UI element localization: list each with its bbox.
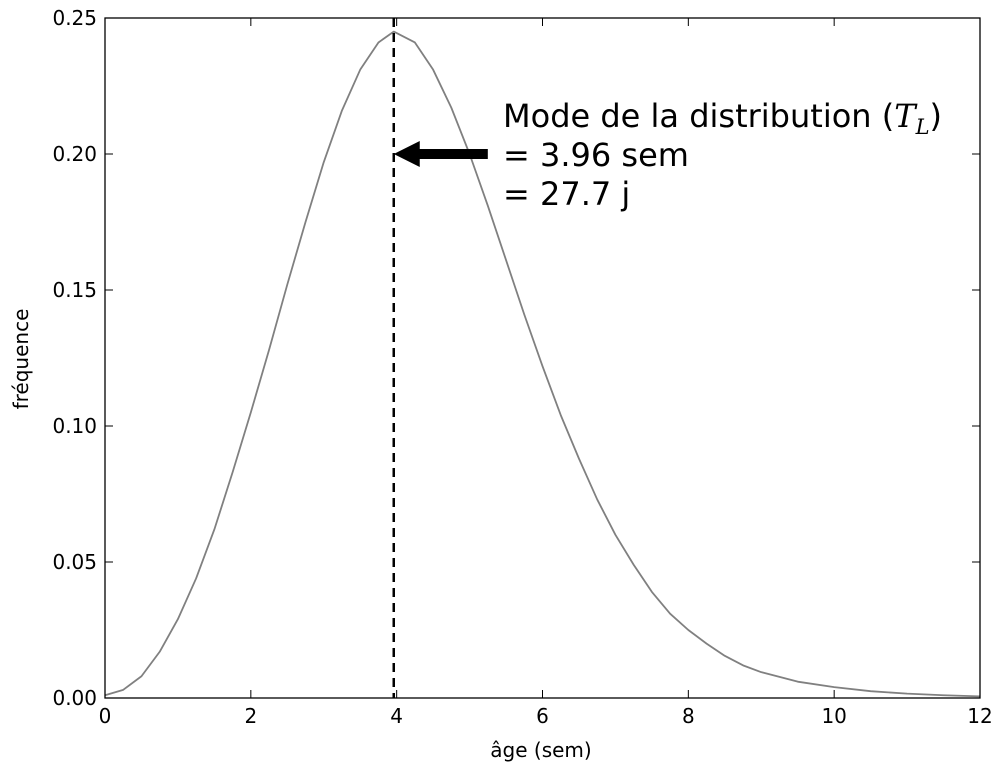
- annotation-line-1-text: Mode de la distribution (: [503, 97, 894, 135]
- x-tick-label: 10: [821, 704, 846, 728]
- y-tick-label: 0.20: [52, 142, 97, 166]
- y-tick-label: 0.10: [52, 414, 97, 438]
- x-axis-ticks: 0 2 4 6 8 10 12: [99, 18, 993, 728]
- annotation-line-1: Mode de la distribution (TL): [503, 97, 942, 139]
- annotation-arrow-shaft: [418, 149, 488, 159]
- y-tick-label: 0.05: [52, 550, 97, 574]
- x-tick-label: 0: [99, 704, 112, 728]
- y-tick-label: 0.25: [52, 6, 97, 30]
- y-tick-label: 0.15: [52, 278, 97, 302]
- y-axis-ticks: 0.00 0.05 0.10 0.15 0.20 0.25: [52, 6, 980, 710]
- annotation-math-symbol: T: [894, 97, 918, 135]
- annotation-line-3: = 27.7 j: [503, 175, 630, 213]
- x-tick-label: 2: [244, 704, 257, 728]
- annotation-math-subscript: L: [915, 115, 930, 139]
- x-tick-label: 4: [390, 704, 403, 728]
- annotation-math-close: ): [930, 97, 942, 135]
- y-tick-label: 0.00: [52, 686, 97, 710]
- x-tick-label: 8: [682, 704, 695, 728]
- y-axis-label: fréquence: [9, 309, 33, 410]
- annotation-line-2: = 3.96 sem: [503, 136, 689, 174]
- x-axis-label: âge (sem): [490, 738, 591, 762]
- x-tick-label: 6: [536, 704, 549, 728]
- x-tick-label: 12: [967, 704, 992, 728]
- mode-annotation: Mode de la distribution (TL) = 3.96 sem …: [503, 97, 942, 213]
- series-line-0: [104, 30, 981, 698]
- annotation-arrow-head: [393, 141, 420, 167]
